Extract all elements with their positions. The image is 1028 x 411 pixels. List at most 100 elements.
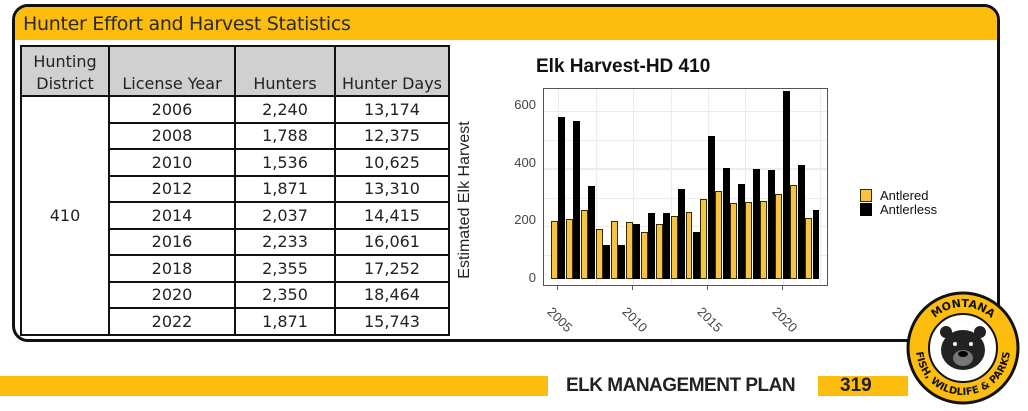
bar-antlered-2009: [610, 221, 618, 279]
bar-antlerless-2018: [752, 168, 760, 279]
gridline: [595, 89, 597, 285]
gridline: [544, 168, 827, 170]
panel-title: Hunter Effort and Harvest Statistics: [23, 12, 351, 35]
hunter-days-cell: 10,625: [334, 148, 450, 177]
fwp-logo: MONTANA FISH, WILDLIFE & PARKS: [902, 290, 1024, 406]
license-year-cell: 2016: [108, 227, 236, 256]
footer-accent-bar: [0, 376, 548, 396]
bar-antlerless-2012: [663, 213, 671, 279]
x-tick-mark: [706, 286, 708, 290]
bar-antlered-2013: [670, 216, 678, 279]
bar-antlered-2007: [580, 209, 588, 279]
chart-title: Elk Harvest-HD 410: [536, 56, 711, 77]
hunter-days-cell: 13,310: [334, 174, 450, 203]
bar-antlerless-2009: [618, 245, 626, 279]
hunters-cell: 1,788: [234, 121, 336, 150]
bar-antlerless-2019: [767, 170, 775, 279]
legend-item-antlered: Antlered: [860, 188, 937, 203]
bar-antlered-2008: [595, 229, 603, 279]
bar-antlerless-2006: [573, 121, 581, 279]
footer-title: ELK MANAGEMENT PLAN: [566, 375, 796, 396]
y-tick-label: 200: [514, 212, 536, 228]
gridline: [544, 110, 827, 113]
bar-antlerless-2013: [678, 189, 685, 279]
x-tick-mark: [632, 286, 634, 290]
chart-legend: Antlered Antlerless: [860, 188, 937, 217]
district-cell: 410: [20, 95, 110, 336]
table-row: 2012 1,871 13,310: [21, 174, 450, 203]
y-tick-label: 600: [514, 97, 536, 113]
hunters-cell: 1,536: [234, 148, 336, 177]
table-row: 410 2006 2,240 13,174: [20, 95, 450, 336]
gridline: [544, 197, 827, 199]
header-hunters: Hunters: [234, 45, 336, 97]
hunter-days-cell: 15,743: [334, 307, 450, 336]
table-row: 2020 2,350 18,464: [21, 280, 450, 309]
hunter-days-cell: 12,375: [334, 121, 450, 150]
hunters-cell: 2,240: [234, 95, 336, 124]
bar-antlered-2018: [745, 201, 753, 279]
hunter-days-cell: 18,464: [334, 280, 450, 309]
gridline: [820, 89, 821, 285]
hunter-days-cell: 17,252: [334, 254, 450, 283]
x-tick-label: 2005: [544, 304, 576, 336]
table-row: 2022 1,871 15,743: [21, 307, 450, 336]
bar-antlerless-2020: [782, 90, 790, 279]
gridline: [633, 89, 635, 285]
hunters-cell: 2,233: [234, 227, 336, 256]
license-year-cell: 2006: [108, 95, 236, 124]
x-tick-label: 2020: [769, 304, 801, 336]
x-tick-mark: [781, 286, 783, 290]
bar-antlered-2022: [805, 217, 813, 279]
bar-antlerless-2022: [812, 209, 820, 279]
plot-area: [543, 88, 828, 286]
table-header-row: Hunting District License Year Hunters Hu…: [20, 45, 450, 97]
hunter-days-cell: 14,415: [334, 201, 450, 230]
elk-harvest-chart: Elk Harvest-HD 410 Estimated Elk Harvest…: [456, 56, 938, 336]
bar-antlered-2005: [551, 221, 558, 279]
hunter-days-cell: 16,061: [334, 227, 450, 256]
license-year-cell: 2022: [108, 307, 236, 336]
bar-antlerless-2008: [603, 245, 611, 279]
x-tick-label: 2015: [694, 304, 726, 336]
y-tick-label: 0: [528, 270, 536, 285]
bar-antlerless-2005: [558, 117, 566, 279]
bar-antlered-2019: [760, 200, 768, 279]
bar-antlered-2021: [790, 185, 798, 279]
hunters-cell: 1,871: [234, 174, 336, 203]
header-license-year: License Year: [108, 45, 236, 97]
bar-antlered-2015: [700, 198, 708, 279]
bar-antlered-2016: [715, 190, 723, 279]
bar-antlerless-2011: [648, 213, 656, 279]
bar-antlerless-2014: [692, 232, 700, 279]
table-row: 2014 2,037 14,415: [21, 201, 450, 230]
antlered-swatch: [860, 188, 872, 202]
bar-antlered-2010: [625, 221, 633, 279]
x-tick-mark: [557, 286, 559, 290]
bar-antlerless-2015: [707, 136, 715, 279]
table-row: 2010 1,536 10,625: [21, 148, 450, 177]
hunter-effort-table: Hunting District License Year Hunters Hu…: [20, 45, 450, 336]
gridline: [544, 139, 827, 141]
x-tick-label: 2010: [619, 304, 651, 336]
bar-antlerless-2017: [737, 183, 745, 279]
legend-item-antlerless: Antlerless: [860, 202, 937, 217]
bar-antlered-2011: [640, 232, 648, 279]
bar-antlered-2014: [685, 212, 693, 279]
bar-antlerless-2021: [797, 164, 805, 279]
table-row: 2016 2,233 16,061: [21, 227, 450, 256]
bar-antlered-2020: [775, 193, 783, 279]
bar-antlered-2006: [565, 219, 573, 279]
license-year-cell: 2018: [108, 254, 236, 283]
antlerless-swatch: [860, 202, 872, 216]
hunter-days-cell: 13,174: [334, 95, 450, 124]
header-hunter-days: Hunter Days: [334, 45, 450, 97]
page-number: 319: [840, 375, 872, 396]
license-year-cell: 2010: [108, 148, 236, 177]
gridline: [745, 89, 747, 285]
bar-antlered-2012: [655, 224, 663, 279]
y-tick-label: 400: [514, 154, 536, 170]
bar-antlerless-2010: [633, 224, 641, 279]
page-number-bg: [818, 376, 908, 396]
license-year-cell: 2014: [108, 201, 236, 230]
